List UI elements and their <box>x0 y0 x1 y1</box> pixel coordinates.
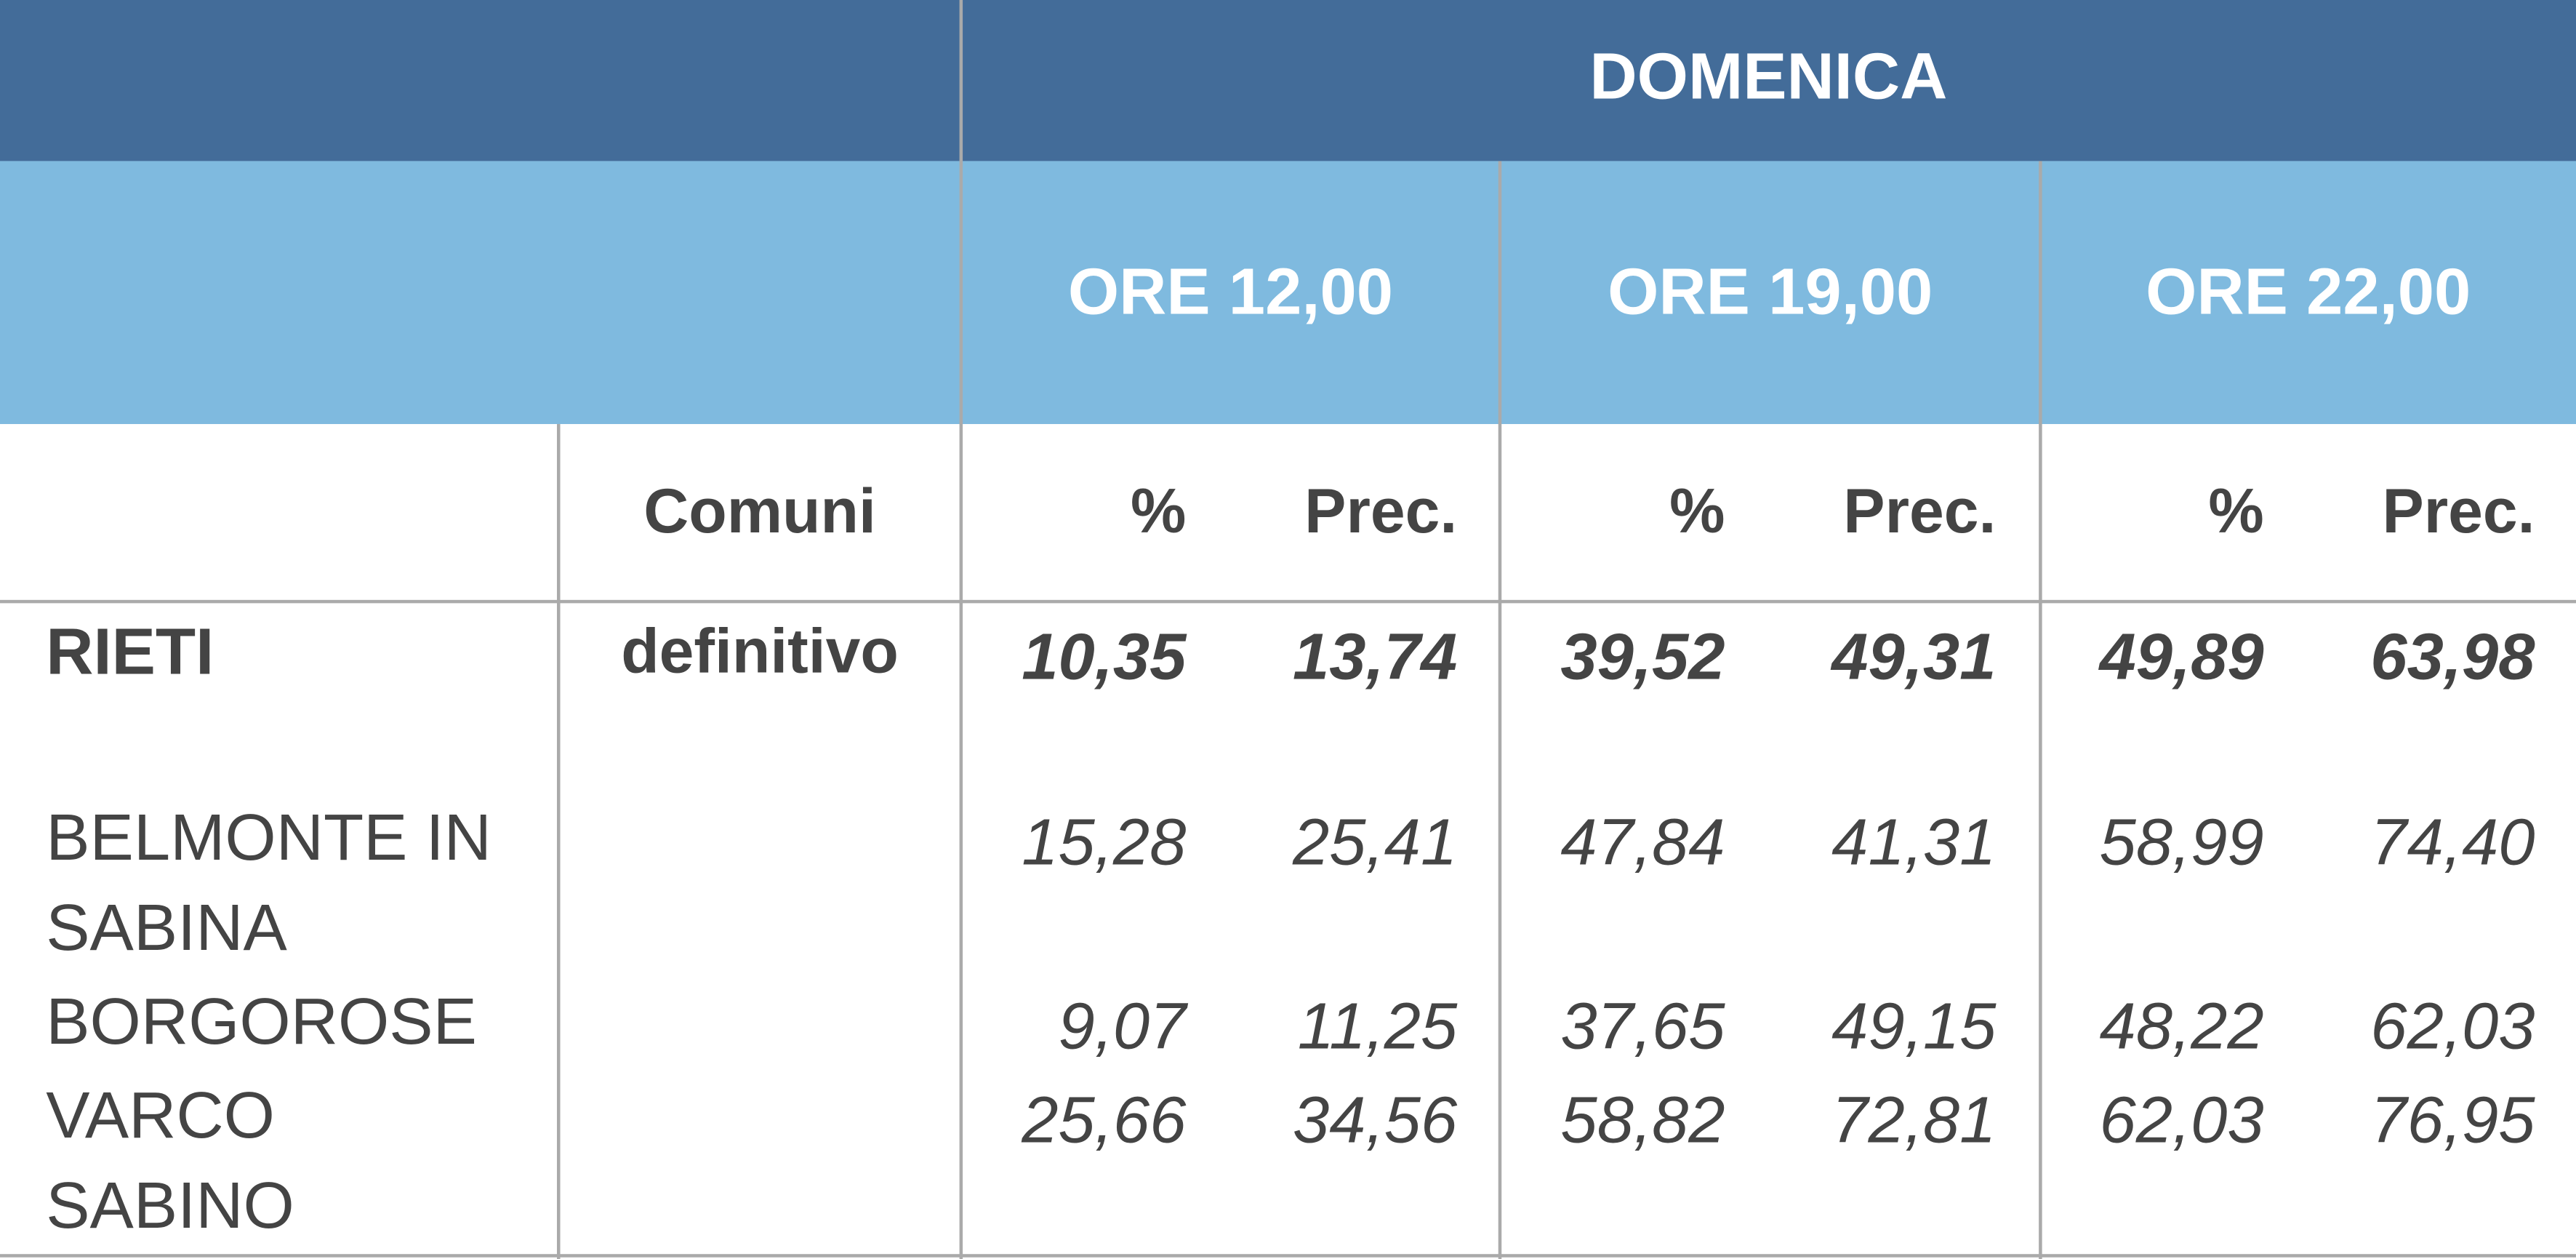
row-name: BELMONTE IN SABINA <box>46 802 491 965</box>
cell-value: 11,25 <box>1297 991 1458 1064</box>
cell-value: 62,03 <box>2370 991 2535 1064</box>
cell-value: 49,15 <box>1831 991 1997 1064</box>
cell-value: 34,56 <box>1293 1084 1458 1157</box>
cell-value: 25,41 <box>1293 807 1458 879</box>
header-band <box>0 0 2576 161</box>
column-header: Prec. <box>1843 478 1997 548</box>
day-title: DOMENICA <box>1589 41 1948 113</box>
cell-value: 49,89 <box>2099 621 2264 694</box>
cell-value: 48,22 <box>2099 991 2264 1064</box>
grid-line <box>556 424 561 1259</box>
cell-value: 62,03 <box>2099 1084 2264 1157</box>
grid-line <box>2039 161 2042 1259</box>
cell-value: 63,98 <box>2370 621 2535 694</box>
cell-value: 39,52 <box>1560 621 1725 694</box>
grid-line <box>0 599 2576 604</box>
time-header: ORE 22,00 <box>2146 256 2471 329</box>
time-header: ORE 19,00 <box>1608 256 1933 329</box>
grid-line <box>0 1254 2576 1258</box>
subheader-band <box>0 161 2576 425</box>
row-name: VARCO SABINO <box>46 1079 294 1243</box>
grid-line <box>959 0 963 1259</box>
column-header: Comuni <box>643 478 876 548</box>
cell-value: 9,07 <box>1058 991 1187 1064</box>
cell-value: 41,31 <box>1831 807 1997 879</box>
row-name: RIETI <box>46 616 214 689</box>
cell-value: 47,84 <box>1560 807 1725 879</box>
row-status: definitivo <box>621 617 899 687</box>
cell-value: 58,99 <box>2099 807 2264 879</box>
cell-value: 76,95 <box>2370 1084 2535 1157</box>
row-name: BORGOROSE <box>46 986 477 1059</box>
cell-value: 13,74 <box>1293 621 1458 694</box>
column-header: % <box>2208 478 2264 548</box>
cell-value: 74,40 <box>2370 807 2535 879</box>
cell-value: 72,81 <box>1831 1084 1997 1157</box>
grid-line <box>1498 161 1502 1259</box>
column-header: % <box>1131 478 1187 548</box>
cell-value: 25,66 <box>1022 1084 1187 1157</box>
time-header: ORE 12,00 <box>1067 256 1393 329</box>
column-header: Prec. <box>2382 478 2535 548</box>
column-header: Prec. <box>1304 478 1458 548</box>
cell-value: 49,31 <box>1831 621 1997 694</box>
cell-value: 10,35 <box>1022 621 1187 694</box>
column-header: % <box>1669 478 1725 548</box>
cell-value: 37,65 <box>1560 991 1725 1064</box>
cell-value: 58,82 <box>1560 1084 1725 1157</box>
cell-value: 15,28 <box>1022 807 1187 879</box>
